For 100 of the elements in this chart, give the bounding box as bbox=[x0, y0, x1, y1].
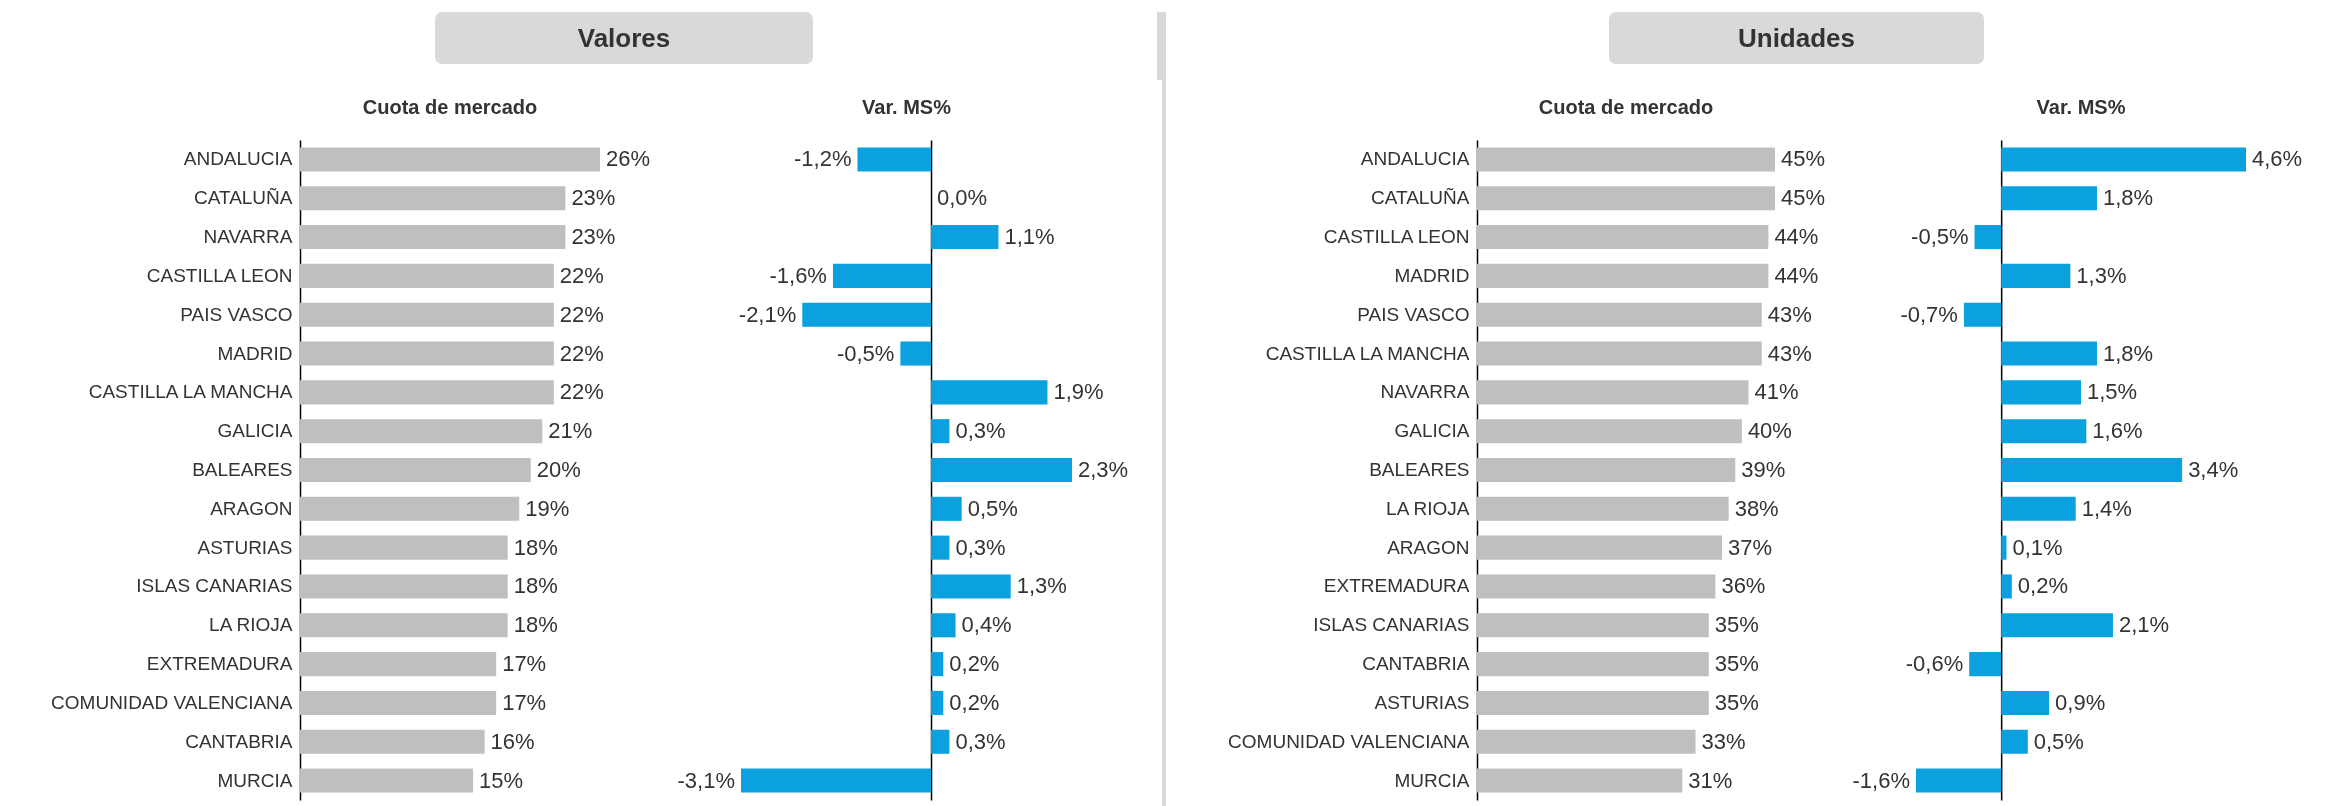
y-tick-label: ISLAS CANARIAS bbox=[136, 575, 293, 597]
bar bbox=[1477, 380, 1749, 405]
y-tick-label: ARAGON bbox=[1387, 536, 1470, 558]
bar bbox=[832, 263, 932, 288]
data-label: -1,6% bbox=[769, 262, 827, 288]
y-tick-label: ARAGON bbox=[210, 497, 293, 519]
data-label: 19% bbox=[525, 495, 570, 521]
data-label: 22% bbox=[559, 262, 604, 288]
bar bbox=[857, 147, 932, 172]
data-label: 1,4% bbox=[2081, 495, 2132, 521]
data-label: -2,1% bbox=[738, 301, 797, 327]
y-tick-label: GALICIA bbox=[217, 420, 293, 442]
bar bbox=[300, 225, 566, 250]
data-label: 18% bbox=[513, 573, 558, 599]
data-label: 43% bbox=[1767, 301, 1812, 327]
data-label: 35% bbox=[1714, 651, 1759, 677]
data-label: 23% bbox=[571, 185, 616, 211]
data-label: 44% bbox=[1774, 224, 1819, 250]
y-tick-label: NAVARRA bbox=[1380, 381, 1470, 403]
bar bbox=[1916, 768, 2002, 793]
bar bbox=[1477, 302, 1762, 327]
data-label: 41% bbox=[1754, 379, 1799, 405]
y-tick-label: CASTILLA LA MANCHA bbox=[88, 381, 293, 403]
y-tick-label: EXTREMADURA bbox=[1323, 575, 1470, 597]
data-label: 35% bbox=[1714, 689, 1759, 715]
data-label: 1,3% bbox=[2076, 262, 2127, 288]
data-label: 39% bbox=[1741, 457, 1786, 482]
y-tick-label: ASTURIAS bbox=[1374, 691, 1470, 713]
y-tick-label: GALICIA bbox=[1394, 420, 1470, 442]
bar bbox=[1477, 496, 1729, 521]
bar bbox=[1963, 302, 2002, 327]
chart-title: Cuota de mercado bbox=[1538, 96, 1714, 118]
data-label: 45% bbox=[1781, 146, 1826, 172]
data-label: 17% bbox=[502, 651, 547, 677]
y-tick-label: PAIS VASCO bbox=[180, 303, 293, 325]
bar bbox=[1477, 768, 1683, 793]
y-tick-label: ISLAS CANARIAS bbox=[1313, 614, 1470, 636]
data-label: -0,6% bbox=[1905, 651, 1964, 677]
data-label: 0,3% bbox=[955, 534, 1006, 560]
bar bbox=[2001, 380, 2081, 405]
data-label: 18% bbox=[513, 534, 558, 560]
heading-box: Unidades bbox=[1609, 12, 1984, 64]
data-label: 0,5% bbox=[967, 495, 1018, 521]
bar bbox=[1477, 457, 1736, 483]
y-tick-label: CANTABRIA bbox=[1362, 653, 1470, 675]
bar bbox=[1477, 729, 1696, 754]
y-tick-label: BALEARES bbox=[1369, 459, 1470, 480]
bar bbox=[1477, 690, 1709, 715]
data-label: 22% bbox=[559, 301, 604, 327]
data-label: 16% bbox=[490, 728, 535, 754]
data-label: 1,3% bbox=[1016, 573, 1067, 599]
bar bbox=[300, 768, 474, 793]
data-label: 36% bbox=[1721, 573, 1766, 599]
y-tick-label: NAVARRA bbox=[203, 226, 293, 248]
bar bbox=[300, 263, 554, 288]
y-tick-label: CASTILLA LEON bbox=[146, 264, 293, 286]
bar bbox=[2001, 729, 2028, 754]
data-label: 26% bbox=[606, 146, 651, 172]
bar bbox=[1477, 186, 1775, 211]
data-label: 0,1% bbox=[2012, 534, 2063, 560]
data-label: 20% bbox=[536, 457, 581, 482]
data-label: 18% bbox=[513, 612, 558, 638]
bar bbox=[2001, 613, 2113, 638]
bar bbox=[802, 302, 932, 327]
bar bbox=[300, 535, 508, 560]
data-label: 38% bbox=[1734, 495, 1779, 521]
data-label: -0,5% bbox=[1911, 224, 1969, 250]
bar bbox=[1477, 613, 1709, 638]
y-tick-label: MURCIA bbox=[217, 769, 293, 791]
data-label: 1,9% bbox=[1053, 379, 1104, 405]
bar bbox=[931, 690, 944, 715]
data-label: 2,1% bbox=[2118, 612, 2170, 638]
data-label: 1,5% bbox=[2087, 379, 2138, 405]
data-label: 35% bbox=[1714, 612, 1759, 638]
bar bbox=[300, 302, 554, 327]
data-label: 4,6% bbox=[2252, 146, 2303, 172]
y-tick-label: COMUNIDAD VALENCIANA bbox=[1228, 730, 1470, 752]
bar bbox=[2001, 535, 2007, 560]
data-label: 21% bbox=[548, 418, 593, 444]
data-label: 0,9% bbox=[2055, 689, 2106, 715]
heading-box: Valores bbox=[435, 12, 813, 64]
bar bbox=[1477, 147, 1775, 172]
bar bbox=[1477, 419, 1742, 444]
bar bbox=[2001, 186, 2097, 211]
data-label: 0,2% bbox=[2017, 573, 2068, 599]
bar bbox=[300, 652, 497, 677]
bar bbox=[300, 186, 566, 211]
chart-title: Cuota de mercado bbox=[362, 96, 538, 118]
chart-title: Var. MS% bbox=[862, 96, 952, 118]
data-label: 40% bbox=[1747, 418, 1792, 444]
data-label: 22% bbox=[559, 379, 604, 405]
bar bbox=[300, 574, 508, 599]
data-label: -1,2% bbox=[793, 146, 852, 172]
bar bbox=[300, 690, 497, 715]
bar bbox=[300, 613, 508, 638]
bar bbox=[931, 574, 1011, 599]
data-label: 0,2% bbox=[949, 651, 1000, 677]
bar bbox=[1477, 225, 1769, 250]
bar bbox=[931, 419, 950, 444]
data-label: 31% bbox=[1688, 767, 1733, 793]
